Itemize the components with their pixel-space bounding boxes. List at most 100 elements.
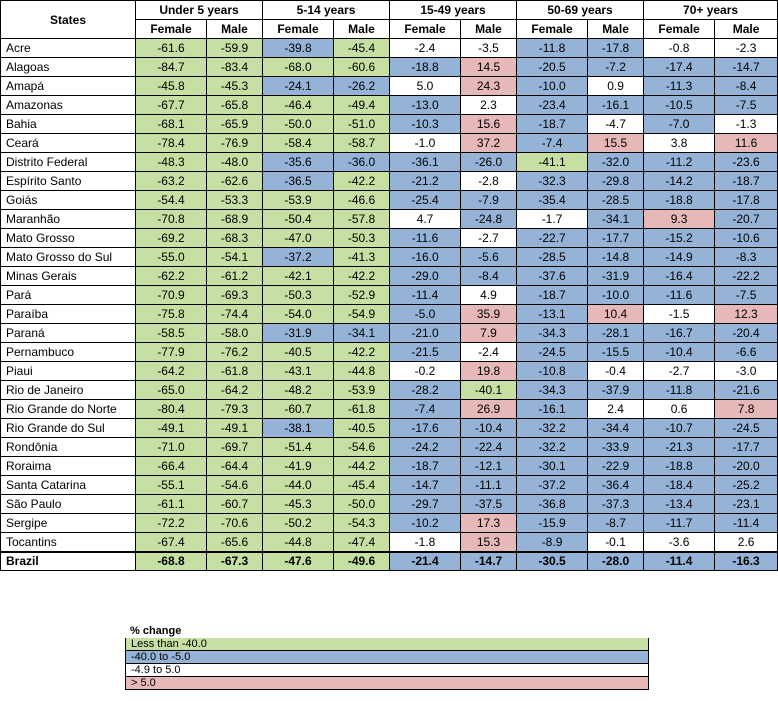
value-cell: 3.8 — [643, 133, 716, 153]
value-cell: -11.7 — [643, 513, 716, 533]
value-cell: -51.0 — [333, 114, 391, 134]
male-header: Male — [205, 19, 264, 39]
female-header: Female — [516, 19, 589, 39]
value-cell: -16.1 — [516, 399, 589, 419]
value-cell: -22.2 — [714, 266, 778, 286]
value-cell: -47.0 — [262, 228, 335, 248]
table-header: States Under 5 years 5-14 years 15-49 ye… — [0, 0, 778, 39]
table-row: Bahia -68.1 -65.9 -50.0 -51.0 -10.3 15.6 -18.7-… — [0, 114, 778, 134]
value-cell: -7.5 — [714, 95, 778, 115]
value-cell: -18.8 — [643, 456, 716, 476]
value-cell: -15.9 — [516, 513, 589, 533]
state-name: Ceará — [0, 133, 136, 153]
state-name: Pará — [0, 285, 136, 305]
state-name: Acre — [0, 38, 136, 58]
sex-header-row: Female Male Female Male Female Male Fema… — [1, 19, 778, 39]
age-group-header-row: States Under 5 years 5-14 years 15-49 ye… — [0, 0, 778, 39]
value-cell: -53.9 — [262, 190, 335, 210]
value-cell: -44.0 — [262, 475, 335, 495]
age-group-header: 5-14 years — [262, 0, 391, 20]
value-cell: -61.8 — [333, 399, 391, 419]
value-cell: -69.3 — [205, 285, 264, 305]
value-cell: -72.2 — [135, 513, 207, 533]
value-cell: 15.6 — [460, 114, 518, 134]
value-cell: -59.9 — [205, 38, 264, 58]
value-cell: -15.2 — [643, 228, 716, 248]
value-cell: -41.1 — [516, 152, 589, 172]
value-cell: -36.4 — [587, 475, 645, 495]
value-cell: -55.0 — [135, 247, 207, 267]
value-cell: -28.2 — [389, 380, 462, 400]
value-cell: -50.4 — [262, 209, 335, 229]
value-cell: -65.9 — [205, 114, 264, 134]
value-cell: -32.0 — [587, 152, 645, 172]
female-header: Female — [643, 19, 716, 39]
value-cell: -18.7 — [389, 456, 462, 476]
value-cell: -67.4 — [135, 532, 207, 552]
age-group-header: 15-49 years — [389, 0, 518, 20]
value-cell: 12.3 — [714, 304, 778, 324]
value-cell: -83.4 — [205, 57, 264, 77]
value-cell: -4.7 — [587, 114, 645, 134]
value-cell: -11.6 — [643, 285, 716, 305]
value-cell: -34.3 — [516, 323, 589, 343]
table-row: Paraíba -75.8 -74.4 -54.0 -54.9 -5.0 35.9 -13.1… — [0, 304, 778, 324]
male-header: Male — [587, 19, 645, 39]
value-cell: -11.4 — [643, 550, 716, 571]
value-cell: 0.9 — [587, 76, 645, 96]
value-cell: -16.1 — [587, 95, 645, 115]
value-cell: -53.9 — [333, 380, 391, 400]
value-cell: -10.4 — [643, 342, 716, 362]
state-name: Amazonas — [0, 95, 136, 115]
value-cell: -7.4 — [389, 399, 462, 419]
value-cell: -26.0 — [460, 152, 518, 172]
value-cell: 17.3 — [460, 513, 518, 533]
table-row: Paraná -58.5 -58.0 -31.9 -34.1 -21.0 7.9 -34.3-… — [0, 323, 778, 343]
value-cell: -49.1 — [205, 418, 264, 438]
value-cell: -21.4 — [389, 550, 462, 571]
state-name: São Paulo — [0, 494, 136, 514]
value-cell: -5.6 — [460, 247, 518, 267]
value-cell: -60.7 — [205, 494, 264, 514]
value-cell: 35.9 — [460, 304, 518, 324]
value-cell: -8.4 — [714, 76, 778, 96]
female-header: Female — [135, 19, 207, 39]
value-cell: -10.3 — [389, 114, 462, 134]
value-cell: -11.4 — [389, 285, 462, 305]
value-cell: -78.4 — [135, 133, 207, 153]
value-cell: -58.7 — [333, 133, 391, 153]
table-row: Rio Grande do Norte -80.4 -79.3 -60.7 -61.8-… — [0, 399, 778, 419]
value-cell: -67.7 — [135, 95, 207, 115]
value-cell: -67.3 — [205, 550, 264, 571]
value-cell: -61.2 — [205, 266, 264, 286]
value-cell: -22.7 — [516, 228, 589, 248]
table-row: Distrito Federal -48.3 -48.0 -35.6 -36.0 -36.… — [0, 152, 778, 172]
value-cell: -34.3 — [516, 380, 589, 400]
value-cell: -2.7 — [460, 228, 518, 248]
value-cell: -6.6 — [714, 342, 778, 362]
value-cell: -42.2 — [333, 171, 391, 191]
value-cell: -54.3 — [333, 513, 391, 533]
states-header: States — [0, 0, 136, 39]
value-cell: -69.7 — [205, 437, 264, 457]
value-cell: -23.1 — [714, 494, 778, 514]
value-cell: -68.3 — [205, 228, 264, 248]
value-cell: -18.8 — [389, 57, 462, 77]
value-cell: -58.5 — [135, 323, 207, 343]
value-cell: 2.6 — [714, 532, 778, 552]
value-cell: -37.9 — [587, 380, 645, 400]
value-cell: -47.6 — [262, 550, 335, 571]
value-cell: -17.4 — [643, 57, 716, 77]
value-cell: -7.5 — [714, 285, 778, 305]
value-cell: -1.0 — [389, 133, 462, 153]
value-cell: -18.7 — [516, 285, 589, 305]
value-cell: -0.4 — [587, 361, 645, 381]
state-name: Brazil — [0, 550, 136, 571]
value-cell: -7.9 — [460, 190, 518, 210]
value-cell: -8.3 — [714, 247, 778, 267]
value-cell: -49.1 — [135, 418, 207, 438]
value-cell: -74.4 — [205, 304, 264, 324]
value-cell: -62.6 — [205, 171, 264, 191]
table-row: São Paulo -61.1 -60.7 -45.3 -50.0 -29.7 -37.5-… — [0, 494, 778, 514]
value-cell: -17.6 — [389, 418, 462, 438]
